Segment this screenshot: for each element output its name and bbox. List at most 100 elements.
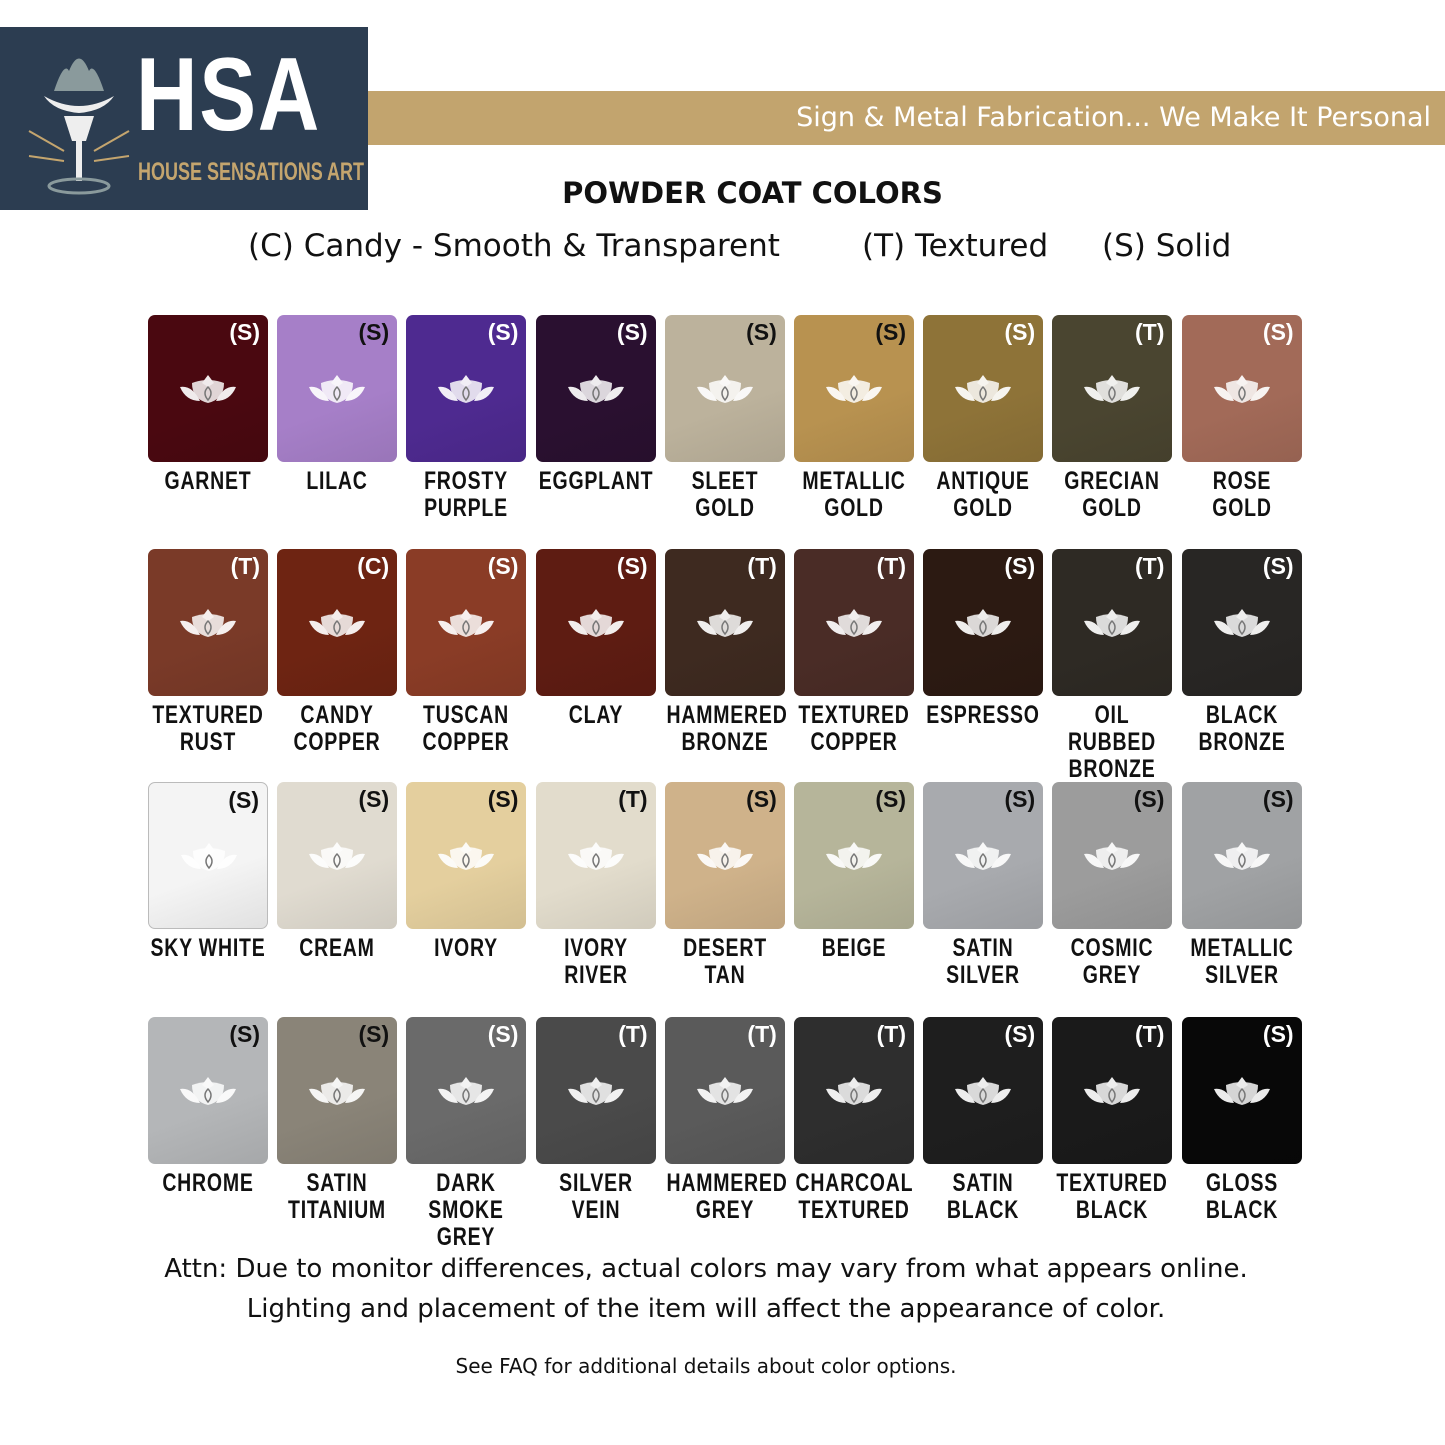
swatch-beige: (S) (794, 782, 914, 929)
swatch-dark-smoke-grey: (S) (406, 1017, 527, 1164)
swatch-textured-copper: (T) (794, 549, 914, 696)
finish-badge: (T) (1135, 553, 1165, 579)
swatch-label: IVORY RIVER (563, 934, 628, 989)
swatch-label: TEXTURED COPPER (798, 701, 910, 756)
swatch-lilac: (S) (277, 315, 398, 462)
swatch-grecian-gold: (T) (1052, 315, 1173, 462)
finish-badge: (T) (1135, 319, 1165, 345)
lotus-icon (309, 842, 366, 870)
lotus-icon (696, 609, 753, 637)
lotus-icon (180, 609, 236, 637)
finish-badge: (S) (229, 319, 260, 345)
legend-solid: (S) Solid (1102, 228, 1232, 264)
swatch-label: ESPRESSO (926, 701, 1040, 729)
swatch-label: SILVER VEIN (558, 1169, 633, 1224)
swatch-black-bronze: (S) (1181, 549, 1302, 696)
swatch-cream: (S) (277, 782, 398, 929)
lotus-icon (1213, 609, 1270, 637)
finish-badge: (S) (1004, 1021, 1036, 1047)
swatch-silver-vein: (T) (535, 1017, 656, 1164)
finish-badge: (S) (487, 319, 519, 345)
finish-badge: (T) (876, 1021, 906, 1047)
swatch-rose-gold: (S) (1181, 315, 1302, 462)
swatch-label: SLEET GOLD (691, 467, 759, 522)
finish-badge: (S) (487, 553, 519, 579)
swatch-label: TUSCAN COPPER (422, 701, 510, 756)
swatch-charcoal-textured: (T) (794, 1017, 914, 1164)
lotus-icon (181, 843, 237, 871)
swatch-label: OIL RUBBED BRONZE (1068, 701, 1157, 783)
swatch-label: FROSTY PURPLE (424, 467, 509, 522)
swatch-espresso: (S) (923, 549, 1044, 696)
lotus-icon (438, 609, 495, 637)
lotus-icon (567, 609, 624, 637)
lotus-icon (1084, 1077, 1141, 1105)
swatch-hammered-grey: (T) (664, 1017, 785, 1164)
finish-badge: (S) (1004, 786, 1036, 812)
swatch-metallic-silver: (S) (1181, 782, 1302, 929)
hsa-logo: HSA HOUSE SENSATIONS ART (0, 27, 368, 210)
finish-badge: (S) (1133, 786, 1165, 812)
legend-candy: (C) Candy - Smooth & Transparent (248, 228, 780, 264)
lotus-icon (826, 375, 882, 403)
lotus-icon (955, 1077, 1012, 1105)
swatch-clay: (S) (535, 549, 656, 696)
swatch-label: SKY WHITE (150, 934, 266, 962)
swatch-ivory-river: (T) (535, 782, 656, 929)
lotus-icon (438, 842, 495, 870)
finish-badge: (T) (747, 1021, 777, 1047)
finish-badge: (T) (230, 553, 260, 579)
swatch-satin-black: (S) (923, 1017, 1044, 1164)
swatch-label: DESERT TAN (682, 934, 767, 989)
lotus-icon (1213, 375, 1270, 403)
swatch-textured-rust: (T) (148, 549, 268, 696)
swatch-garnet: (S) (148, 315, 268, 462)
finish-badge: (S) (746, 786, 777, 812)
tagline: Sign & Metal Fabrication... We Make It P… (796, 102, 1431, 133)
lotus-icon (1213, 1077, 1270, 1105)
finish-badge: (S) (228, 787, 259, 813)
lotus-icon (438, 1077, 495, 1105)
swatch-cosmic-grey: (S) (1052, 782, 1173, 929)
lotus-icon (826, 1077, 882, 1105)
swatch-label: ROSE GOLD (1211, 467, 1272, 522)
finish-badge: (S) (358, 786, 390, 812)
swatch-ivory: (S) (406, 782, 527, 929)
swatch-label: METALLIC SILVER (1189, 934, 1294, 989)
lotus-icon (955, 375, 1012, 403)
lotus-icon (955, 609, 1012, 637)
page-title: POWDER COAT COLORS (562, 176, 943, 210)
swatch-label: CHROME (162, 1169, 254, 1197)
lotus-icon (180, 375, 236, 403)
swatch-gloss-black: (S) (1181, 1017, 1302, 1164)
swatch-label: HAMMERED GREY (666, 1169, 788, 1224)
swatch-label: SATIN SILVER (946, 934, 1021, 989)
finish-badge: (S) (1262, 553, 1294, 579)
swatch-label: LILAC (306, 467, 368, 495)
faq-note: See FAQ for additional details about col… (455, 1354, 957, 1378)
lotus-icon (1084, 375, 1141, 403)
lotus-icon (1084, 609, 1141, 637)
logo-name: HOUSE SENSATIONS ART (138, 158, 365, 186)
swatch-label: EGGPLANT (538, 467, 653, 495)
finish-badge: (S) (1004, 319, 1036, 345)
note-line-1: Attn: Due to monitor differences, actual… (164, 1254, 1248, 1284)
swatch-label: GLOSS BLACK (1205, 1169, 1278, 1224)
lotus-icon (955, 842, 1012, 870)
swatch-sky-white: (S) (148, 782, 268, 929)
finish-badge: (S) (1262, 319, 1294, 345)
swatch-label: CANDY COPPER (293, 701, 381, 756)
swatch-candy-copper: (C) (277, 549, 398, 696)
swatch-label: CLAY (568, 701, 623, 729)
swatch-tuscan-copper: (S) (406, 549, 527, 696)
lotus-icon (696, 375, 753, 403)
lotus-icon (180, 1077, 236, 1105)
finish-badge: (S) (1262, 786, 1294, 812)
swatch-metallic-gold: (S) (794, 315, 914, 462)
swatch-label: SATIN BLACK (947, 1169, 1020, 1224)
finish-badge: (T) (876, 553, 906, 579)
finish-badge: (S) (616, 553, 648, 579)
swatch-label: TEXTURED RUST (152, 701, 264, 756)
finish-badge: (S) (1262, 1021, 1294, 1047)
logo-initials: HSA (136, 37, 321, 153)
